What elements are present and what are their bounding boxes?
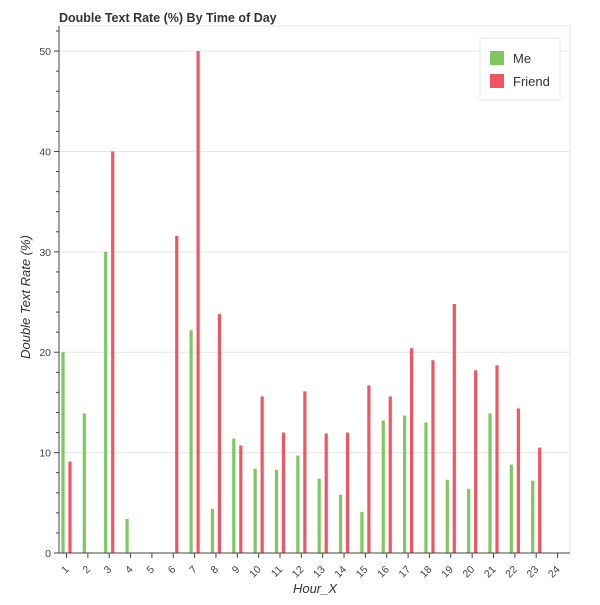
bar-me-17 — [403, 415, 407, 553]
bar-me-8 — [210, 508, 215, 553]
y-tick-label: 40 — [39, 146, 51, 158]
legend: Me Friend — [479, 37, 561, 101]
bar-me-22 — [509, 464, 513, 553]
bar-me-19 — [445, 479, 449, 553]
bar-friend-10 — [260, 396, 264, 553]
bar-friend-22 — [516, 408, 520, 553]
bar-me-10 — [253, 468, 257, 553]
bar-friend-13 — [324, 433, 328, 553]
bar-friend-9 — [239, 445, 243, 553]
bar-layer — [61, 51, 542, 553]
bar-friend-6 — [175, 235, 179, 553]
bar-me-1 — [61, 352, 65, 553]
bar-friend-16 — [388, 396, 392, 553]
bar-me-13 — [317, 478, 321, 553]
bar-me-20 — [467, 488, 471, 553]
chart-title: Double Text Rate (%) By Time of Day — [59, 11, 277, 25]
bar-me-11 — [274, 469, 279, 553]
bar-friend-23 — [538, 447, 542, 553]
bar-friend-17 — [410, 348, 414, 553]
bar-me-12 — [296, 455, 300, 553]
bar-friend-19 — [452, 304, 456, 553]
bar-friend-15 — [367, 385, 371, 553]
bar-me-9 — [232, 438, 236, 553]
bar-me-15 — [360, 511, 364, 553]
bar-me-23 — [531, 480, 535, 553]
bar-friend-3 — [111, 151, 115, 553]
bar-friend-8 — [217, 314, 222, 553]
legend-label-friend: Friend — [513, 74, 550, 89]
y-tick-label: 0 — [45, 548, 51, 560]
bar-me-7 — [189, 330, 193, 553]
legend-swatch-me — [490, 51, 504, 65]
x-axis-label: Hour_X — [293, 581, 338, 596]
bar-friend-11 — [281, 432, 286, 553]
bar-me-16 — [381, 420, 385, 553]
bar-friend-21 — [495, 365, 499, 553]
bar-friend-20 — [474, 370, 478, 553]
bar-friend-14 — [345, 432, 350, 553]
y-tick-label: 30 — [39, 247, 51, 259]
y-tick-label: 20 — [39, 347, 51, 359]
bar-friend-1 — [68, 461, 72, 553]
bar-friend-12 — [303, 391, 307, 553]
bar-me-21 — [488, 413, 492, 553]
legend-box — [479, 37, 561, 101]
bar-friend-18 — [431, 360, 435, 553]
bar-friend-7 — [196, 51, 200, 553]
bar-me-3 — [104, 251, 108, 553]
y-axis-label: Double Text Rate (%) — [18, 235, 33, 359]
bar-me-2 — [82, 413, 86, 553]
bar-me-4 — [125, 518, 129, 553]
bar-me-14 — [338, 494, 343, 553]
y-tick-label: 10 — [39, 448, 51, 460]
y-tick-label: 50 — [39, 46, 51, 58]
legend-swatch-friend — [490, 74, 504, 88]
bar-me-18 — [424, 422, 428, 553]
legend-label-me: Me — [513, 51, 531, 66]
